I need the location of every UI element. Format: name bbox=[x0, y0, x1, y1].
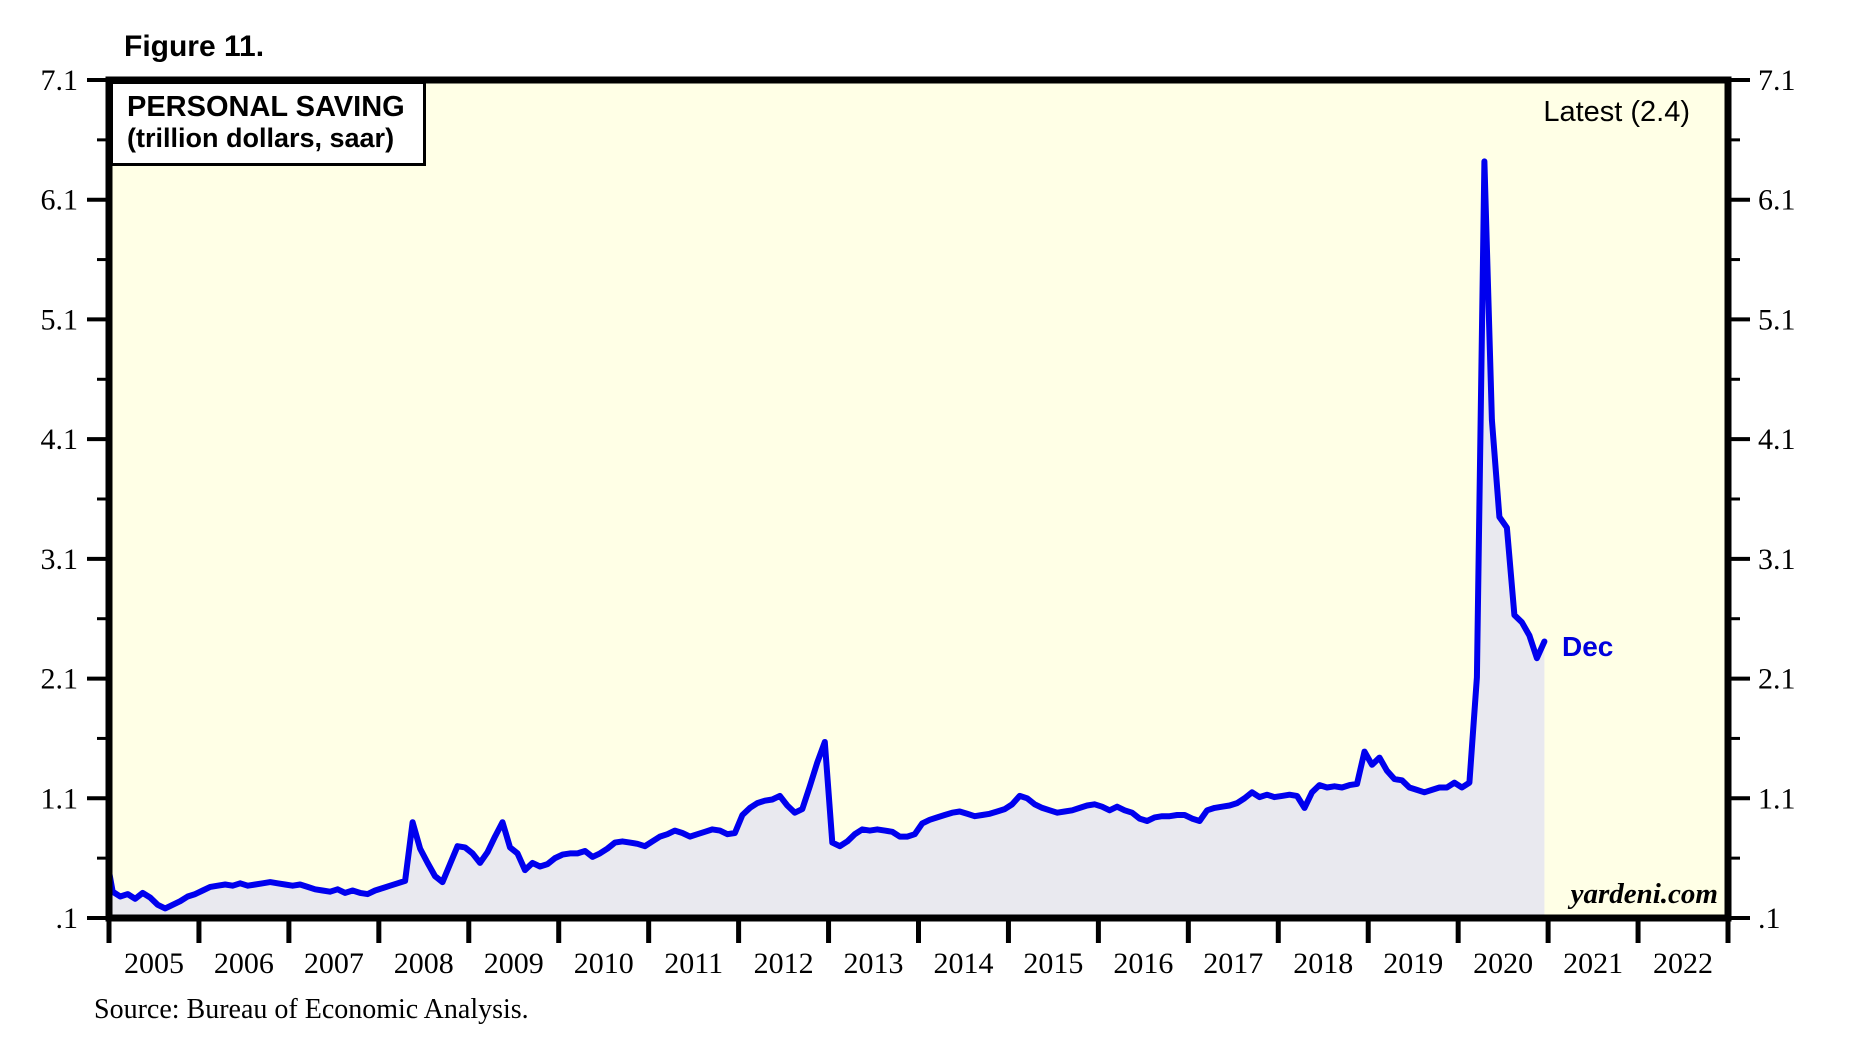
x-year-label: 2010 bbox=[574, 947, 634, 980]
plot-background bbox=[109, 80, 1728, 918]
latest-value-label: Latest (2.4) bbox=[1543, 96, 1690, 128]
x-year-label: 2009 bbox=[484, 947, 544, 980]
y-tick-label-left: 6.1 bbox=[41, 184, 79, 217]
yardeni-watermark: yardeni.com bbox=[1570, 878, 1718, 910]
y-tick-label-left: 5.1 bbox=[41, 303, 79, 336]
legend-subtitle: (trillion dollars, saar) bbox=[127, 123, 395, 154]
y-tick-label-left: 3.1 bbox=[41, 543, 79, 576]
legend-title: PERSONAL SAVING bbox=[127, 91, 405, 123]
axis-tick-labels: 7.1 7.1 6.1 6.1 5.1 5.1 4.1 4.1 3.1 3.1 2.1 2.1 1.1 1… bbox=[41, 64, 1796, 980]
x-year-label: 2014 bbox=[933, 947, 993, 980]
axis-ticks bbox=[87, 78, 1750, 943]
x-year-label: 2021 bbox=[1563, 947, 1623, 980]
x-year-label: 2015 bbox=[1023, 947, 1083, 980]
x-year-label: 2011 bbox=[664, 947, 723, 980]
y-tick-label-left: .1 bbox=[56, 902, 79, 935]
figure-title: Figure 11. bbox=[124, 30, 265, 63]
x-year-label: 2018 bbox=[1293, 947, 1353, 980]
y-tick-label-right: .1 bbox=[1758, 902, 1781, 935]
x-year-label: 2016 bbox=[1113, 947, 1173, 980]
y-tick-label-right: 3.1 bbox=[1758, 543, 1796, 576]
x-year-label: 2006 bbox=[214, 947, 274, 980]
y-tick-label-right: 1.1 bbox=[1758, 782, 1796, 815]
y-tick-label-right: 5.1 bbox=[1758, 303, 1796, 336]
y-tick-label-right: 4.1 bbox=[1758, 423, 1796, 456]
x-year-label: 2008 bbox=[394, 947, 454, 980]
x-year-label: 2007 bbox=[304, 947, 364, 980]
source-note: Source: Bureau of Economic Analysis. bbox=[94, 994, 529, 1025]
x-year-label: 2017 bbox=[1203, 947, 1263, 980]
y-tick-label-left: 7.1 bbox=[41, 64, 79, 97]
y-tick-label-right: 6.1 bbox=[1758, 184, 1796, 217]
y-tick-label-right: 2.1 bbox=[1758, 663, 1796, 696]
saving-area-fill bbox=[109, 161, 1545, 918]
x-year-label: 2022 bbox=[1653, 947, 1713, 980]
x-year-label: 2020 bbox=[1473, 947, 1533, 980]
x-year-label: 2013 bbox=[844, 947, 904, 980]
saving-line bbox=[109, 158, 1548, 912]
x-year-label: 2012 bbox=[754, 947, 814, 980]
last-point-label: Dec bbox=[1562, 631, 1614, 662]
y-tick-label-left: 4.1 bbox=[41, 423, 79, 456]
legend-box: PERSONAL SAVING (trillion dollars, saar) bbox=[110, 81, 426, 166]
x-year-label: 2005 bbox=[124, 947, 184, 980]
y-tick-label-left: 1.1 bbox=[41, 782, 79, 815]
y-tick-label-left: 2.1 bbox=[41, 663, 79, 696]
y-tick-label-right: 7.1 bbox=[1758, 64, 1796, 97]
x-year-label: 2019 bbox=[1383, 947, 1443, 980]
